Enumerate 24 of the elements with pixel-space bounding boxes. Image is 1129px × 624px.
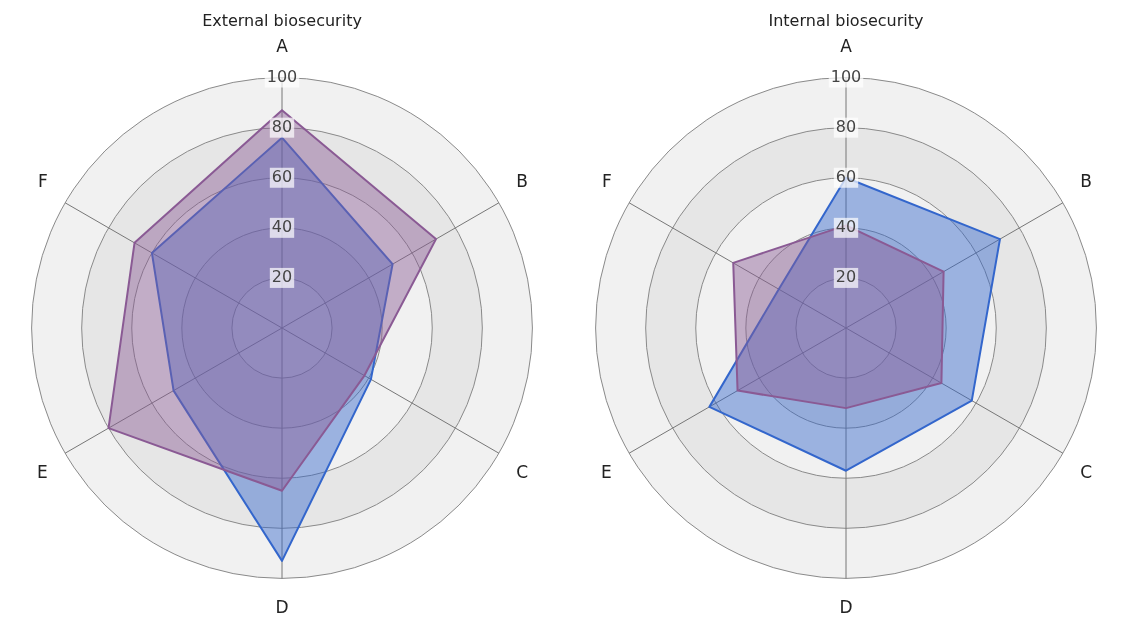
y-tick-label: 60: [271, 166, 293, 186]
y-tick-label: 100: [266, 66, 298, 86]
spoke-label: E: [37, 461, 48, 482]
y-tick-label: 20: [835, 267, 857, 287]
spoke-label: D: [839, 597, 853, 618]
spoke-label: E: [601, 461, 612, 482]
spoke-label: F: [602, 171, 612, 192]
spoke-label: A: [276, 35, 289, 56]
spoke-label: C: [516, 461, 529, 482]
spoke-label: B: [1080, 171, 1092, 192]
spoke-label: A: [840, 35, 853, 56]
chart-title: Internal biosecurity: [768, 10, 924, 30]
spoke-label: C: [1080, 461, 1093, 482]
y-tick-label: 40: [835, 217, 857, 236]
y-tick-label: 40: [271, 217, 293, 236]
y-tick-label: 20: [271, 267, 293, 287]
y-tick-label: 100: [830, 66, 862, 86]
y-tick-label: 80: [835, 116, 857, 136]
spoke-label: F: [38, 171, 48, 192]
y-tick-label: 60: [835, 166, 857, 186]
spoke-label: B: [516, 171, 528, 192]
chart-title: External biosecurity: [202, 10, 362, 30]
y-tick-label: 80: [271, 116, 293, 136]
spoke-label: D: [275, 597, 289, 618]
